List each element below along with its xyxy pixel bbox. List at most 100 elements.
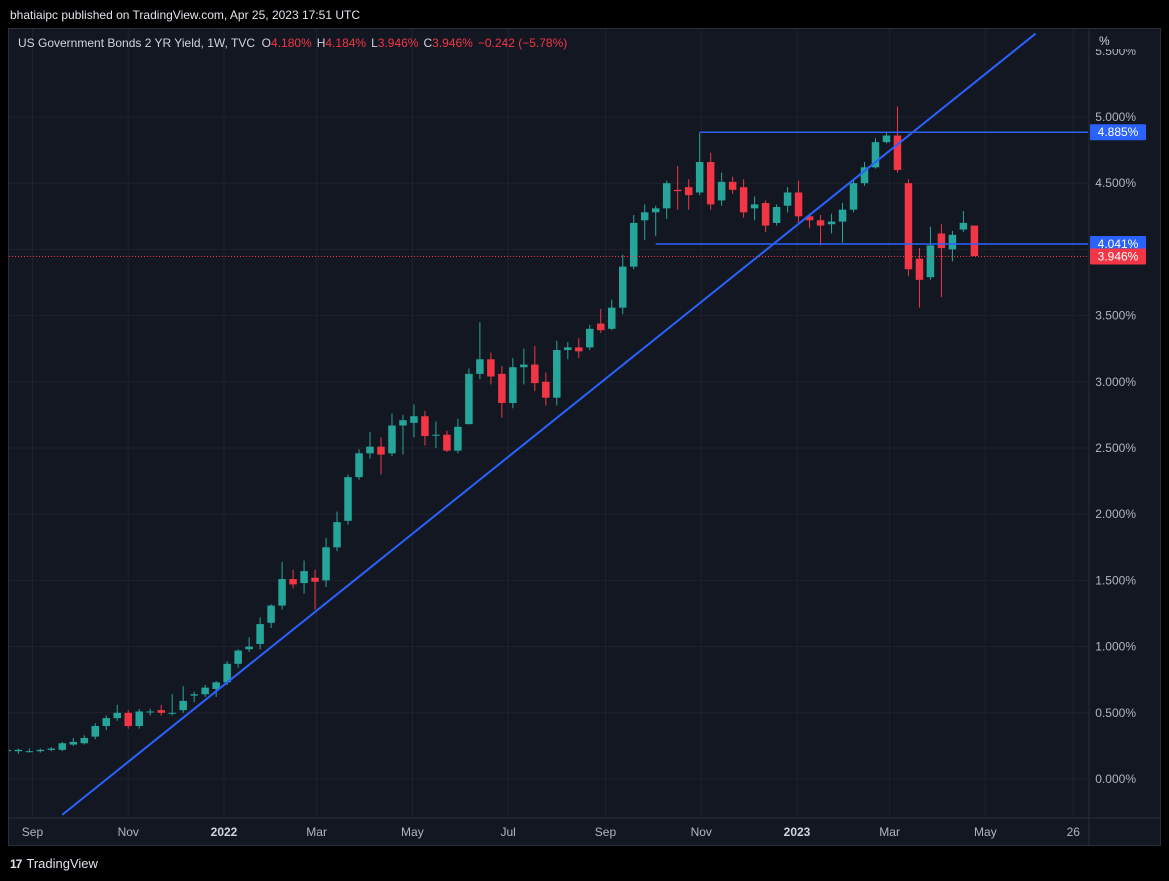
candle-body-up — [25, 751, 34, 753]
candle-body-down — [970, 225, 979, 257]
candle-body-up — [586, 328, 594, 348]
candle-body-down — [575, 347, 583, 352]
candle-body-down — [443, 434, 451, 451]
price-label-box — [1090, 248, 1146, 265]
candle-body-down — [421, 416, 429, 437]
candle-body-up — [256, 624, 264, 644]
published-caption: bhatiaipc published on TradingView.com, … — [10, 8, 361, 22]
candle-body-up — [608, 307, 616, 329]
candle-body-up — [179, 700, 187, 711]
candle-body-up — [520, 364, 528, 368]
candle-body-up — [300, 571, 308, 584]
candle-body-up — [959, 222, 968, 230]
candle-body-up — [399, 420, 407, 426]
y-tick-label: 1.000% — [1095, 640, 1136, 654]
candle-body-down — [289, 579, 297, 585]
candle-body-up — [223, 663, 231, 683]
x-tick-label: Sep — [22, 825, 44, 839]
candle-body-down — [706, 162, 715, 205]
candle-body-up — [36, 749, 45, 752]
candle-body-up — [882, 135, 891, 143]
y-tick-label: 5.000% — [1095, 110, 1136, 124]
candle-body-up — [827, 221, 836, 225]
candle-body-up — [717, 181, 726, 201]
candle-body-up — [278, 579, 286, 606]
candle-body-up — [333, 522, 341, 548]
y-tick-label: 0.500% — [1095, 706, 1136, 720]
candle-body-up — [553, 350, 561, 398]
candle-body-up — [69, 741, 78, 745]
candle-body-up — [190, 694, 198, 696]
price-label-text: 4.885% — [1098, 125, 1139, 139]
high-label: H — [316, 36, 326, 50]
candle-body-down — [794, 192, 803, 217]
candle-body-up — [245, 646, 253, 650]
candle-body-down — [728, 181, 737, 190]
candle-body-up — [322, 547, 330, 581]
candle-body-down — [915, 258, 924, 280]
trendline-line — [61, 32, 1037, 816]
x-tick-label: May — [974, 825, 997, 839]
close-label: C — [423, 36, 433, 50]
candle-body-down — [893, 135, 902, 170]
chart-panel[interactable] — [8, 28, 1161, 846]
candle-body-up — [388, 425, 396, 454]
price-label-box — [1090, 124, 1146, 141]
candle-body-down — [542, 381, 550, 398]
x-tick-label: Mar — [306, 825, 327, 839]
candle-body-up — [651, 208, 660, 213]
candle-body-up — [80, 737, 89, 744]
candle-body-down — [597, 323, 605, 331]
candle-body-up — [366, 446, 374, 454]
candle-body-up — [146, 711, 154, 713]
x-tick-label: Sep — [595, 825, 617, 839]
candles-group — [9, 106, 979, 754]
candle-body-down — [739, 187, 748, 213]
candle-body-up — [454, 426, 462, 451]
candle-body-down — [761, 203, 770, 226]
candle-body-up — [355, 453, 363, 478]
candle-body-down — [498, 373, 506, 403]
candle-body-down — [816, 220, 825, 226]
candle-body-down — [684, 187, 693, 196]
x-tick-label: Nov — [118, 825, 139, 839]
candle-body-down — [937, 233, 946, 249]
y-tick-label: 0.000% — [1095, 772, 1136, 786]
x-tick-label: May — [401, 825, 424, 839]
candle-body-up — [871, 142, 880, 168]
candle-body-up — [410, 416, 418, 423]
x-tick-label: Nov — [691, 825, 712, 839]
candle-body-up — [618, 266, 627, 308]
candle-body-up — [509, 367, 517, 403]
candle-body-up — [58, 743, 67, 750]
y-tick-label: 2.500% — [1095, 441, 1136, 455]
unit-mask — [1090, 29, 1160, 49]
candle-body-up — [564, 347, 572, 351]
x-tick-label: 2022 — [211, 825, 238, 839]
footer: 17 TradingView — [10, 856, 98, 871]
x-tick-label: 26 — [1067, 825, 1081, 839]
candle-body-down — [673, 189, 682, 192]
candle-body-down — [377, 446, 385, 455]
price-unit: % — [1099, 34, 1110, 48]
price-label-box — [1090, 235, 1146, 252]
candle-body-up — [640, 212, 649, 221]
candle-body-up — [47, 748, 56, 750]
tradingview-logo-icon: 17 — [10, 856, 22, 871]
candle-body-up — [476, 359, 484, 374]
y-tick-label: 2.000% — [1095, 507, 1136, 521]
candle-body-up — [135, 711, 143, 727]
candle-body-up — [234, 650, 242, 664]
open-value: 4.180% — [271, 36, 312, 50]
x-tick-label: Mar — [879, 825, 900, 839]
x-tick-label: Jul — [500, 825, 515, 839]
candle-body-up — [432, 434, 440, 436]
low-label: L — [371, 36, 378, 50]
candle-body-up — [783, 192, 792, 206]
low-value: 3.946% — [377, 36, 419, 50]
close-value: 3.946% — [432, 36, 473, 50]
candle-body-up — [860, 167, 869, 184]
footer-brand: TradingView — [26, 856, 98, 871]
